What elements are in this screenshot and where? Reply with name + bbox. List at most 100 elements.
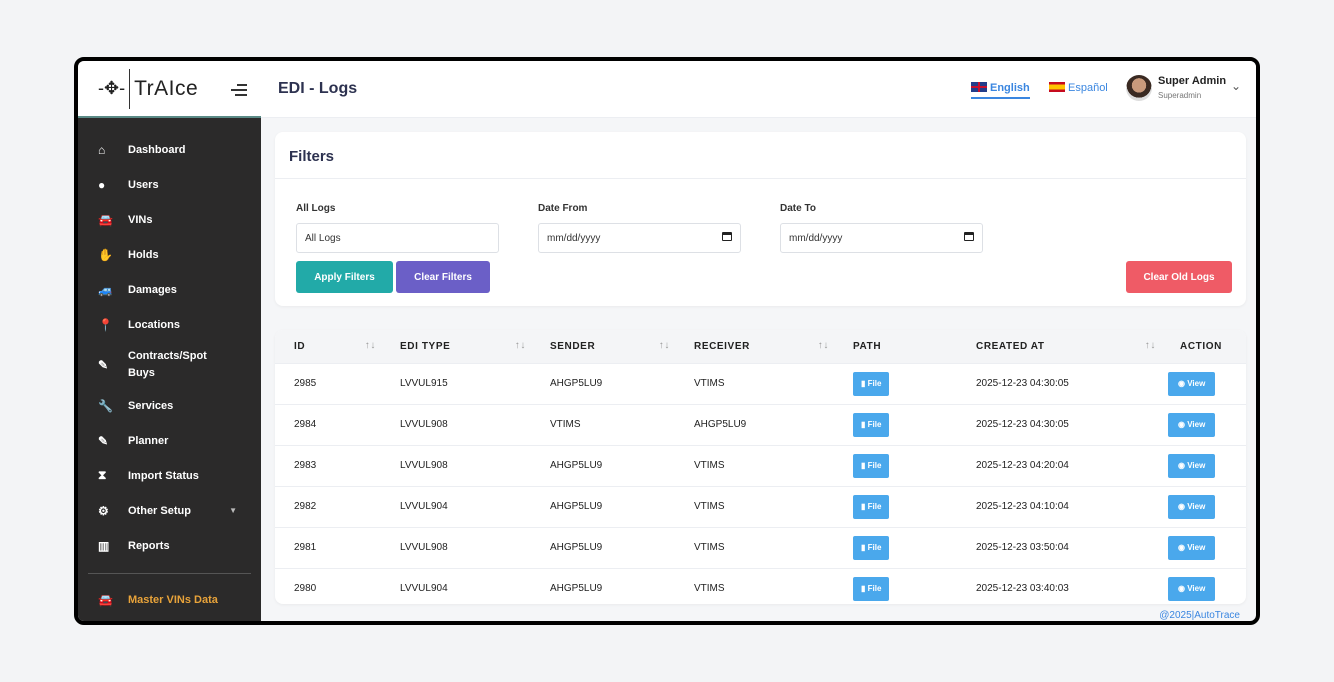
file-button[interactable]: ▮ File: [853, 453, 890, 478]
calendar-icon[interactable]: [722, 232, 732, 241]
user-icon: ●: [98, 177, 106, 192]
sidebar-item-reports[interactable]: ▥ Reports: [78, 528, 261, 563]
cell-edi-type: LVVUL908: [388, 444, 538, 486]
column-header-created-at[interactable]: CREATED AT ↑↓: [964, 330, 1168, 363]
sidebar-item-dashboard[interactable]: ⌂ Dashboard: [78, 132, 261, 167]
apply-filters-button[interactable]: Apply Filters: [296, 261, 393, 293]
file-button[interactable]: ▮ File: [853, 412, 890, 437]
cell-id: 2982: [275, 485, 388, 527]
sidebar-item-other-setup[interactable]: ⚙ Other Setup ▼: [78, 493, 261, 528]
cell-edi-type: LVVUL908: [388, 526, 538, 568]
page-title: EDI - Logs: [278, 80, 358, 97]
column-label: EDI TYPE: [400, 340, 451, 352]
column-label: PATH: [853, 340, 882, 352]
view-button[interactable]: ◉ View: [1168, 494, 1216, 519]
sidebar-item-label: Import Status: [128, 469, 199, 482]
file-icon: ▮: [861, 461, 866, 470]
file-button[interactable]: ▮ File: [853, 371, 890, 396]
eye-icon: ◉: [1178, 502, 1185, 511]
cell-created-at: 2025-12-23 04:30:05: [964, 403, 1168, 445]
column-label: CREATED AT: [976, 340, 1045, 352]
sort-icon[interactable]: ↑↓: [514, 340, 526, 351]
sidebar-item-services[interactable]: 🔧 Services: [78, 388, 261, 423]
sidebar-item-users[interactable]: ● Users: [78, 167, 261, 202]
filters-title: Filters: [275, 132, 1246, 179]
file-label: File: [867, 502, 882, 511]
table-row: 2983 LVVUL908 AHGP5LU9 VTIMS ▮ File 2025…: [275, 444, 1246, 486]
view-button[interactable]: ◉ View: [1168, 576, 1216, 601]
cell-id: 2980: [275, 567, 388, 604]
sidebar-item-label: Reports: [128, 539, 170, 552]
sidebar-item-damages[interactable]: 🚙 Damages: [78, 272, 261, 307]
sort-icon[interactable]: ↑↓: [817, 340, 829, 351]
sidebar-item-holds[interactable]: ✋ Holds: [78, 237, 261, 272]
file-icon: ▮: [861, 584, 866, 594]
wrench-icon: 🔧: [98, 398, 113, 413]
file-label: File: [867, 420, 882, 429]
filters-card: Filters All Logs All Logs Date From mm/d…: [275, 132, 1246, 306]
table-row: 2985 LVVUL915 AHGP5LU9 VTIMS ▮ File 2025…: [275, 362, 1246, 404]
cell-receiver: VTIMS: [682, 526, 841, 568]
column-header-sender[interactable]: SENDER ↑↓: [538, 330, 682, 363]
clear-filters-button[interactable]: Clear Filters: [396, 261, 490, 293]
column-header-path[interactable]: PATH: [841, 330, 964, 363]
sidebar-item-label: VINs: [128, 213, 153, 226]
language-english[interactable]: English: [971, 82, 1030, 99]
file-button[interactable]: ▮ File: [853, 535, 890, 560]
sidebar-item-label: Other Setup: [128, 504, 191, 517]
car-icon: 🚘: [98, 212, 113, 227]
cell-sender: AHGP5LU9: [538, 444, 682, 486]
menu-toggle-icon[interactable]: [231, 81, 247, 96]
car-crash-icon: 🚙: [98, 282, 113, 297]
user-name: Super Admin: [1158, 75, 1227, 87]
sidebar-item-contracts-spot-buys[interactable]: ✎ Contracts/Spot Buys: [78, 342, 261, 388]
cell-id: 2983: [275, 444, 388, 486]
chevron-down-icon[interactable]: ⌄: [1231, 79, 1242, 93]
sort-icon[interactable]: ↑↓: [364, 340, 376, 351]
view-button[interactable]: ◉ View: [1168, 535, 1216, 560]
clear-old-logs-button[interactable]: Clear Old Logs: [1126, 261, 1232, 293]
all-logs-select[interactable]: All Logs: [296, 223, 499, 253]
view-button[interactable]: ◉ View: [1168, 412, 1216, 437]
sidebar-item-label: Planner: [128, 434, 169, 447]
sidebar-item-label: Master VINs Data: [128, 593, 218, 606]
cell-edi-type: LVVUL904: [388, 567, 538, 604]
column-header-edi-type[interactable]: EDI TYPE ↑↓: [388, 330, 538, 363]
sidebar-item-locations[interactable]: 📍 Locations: [78, 307, 261, 342]
cell-edi-type: LVVUL904: [388, 485, 538, 527]
view-button[interactable]: ◉ View: [1168, 453, 1216, 478]
file-label: File: [867, 543, 882, 552]
sidebar-item-label: Services: [128, 399, 174, 412]
column-header-receiver[interactable]: RECEIVER ↑↓: [682, 330, 841, 363]
table-row: 2982 LVVUL904 AHGP5LU9 VTIMS ▮ File 2025…: [275, 485, 1246, 527]
column-header-action[interactable]: ACTION: [1168, 330, 1246, 363]
date-from-input[interactable]: mm/dd/yyyy: [538, 223, 741, 253]
language-spanish[interactable]: Español: [1049, 82, 1108, 97]
sort-icon[interactable]: ↑↓: [658, 340, 670, 351]
car-icon: 🚘: [98, 592, 113, 607]
file-label: File: [867, 461, 882, 470]
sidebar-item-master-vins-data[interactable]: 🚘 Master VINs Data: [78, 582, 261, 617]
date-from-placeholder: mm/dd/yyyy: [547, 233, 601, 244]
map-pin-icon: 📍: [98, 317, 113, 332]
cell-created-at: 2025-12-23 04:30:05: [964, 362, 1168, 404]
sidebar-item-planner[interactable]: ✎ Planner: [78, 423, 261, 458]
sort-icon[interactable]: ↑↓: [1144, 340, 1156, 351]
calendar-icon[interactable]: [964, 232, 974, 241]
cell-edi-type: LVVUL915: [388, 362, 538, 404]
column-header-id[interactable]: ID ↑↓: [275, 330, 388, 363]
sidebar-divider: [88, 573, 251, 574]
cell-sender: AHGP5LU9: [538, 485, 682, 527]
view-button[interactable]: ◉ View: [1168, 371, 1216, 396]
cell-receiver: VTIMS: [682, 567, 841, 604]
avatar[interactable]: [1126, 75, 1152, 101]
file-button[interactable]: ▮ File: [853, 576, 890, 601]
date-to-input[interactable]: mm/dd/yyyy: [780, 223, 983, 253]
cell-receiver: VTIMS: [682, 362, 841, 404]
eye-icon: ◉: [1178, 461, 1185, 470]
sidebar-item-vins[interactable]: 🚘 VINs: [78, 202, 261, 237]
cell-id: 2984: [275, 403, 388, 445]
file-button[interactable]: ▮ File: [853, 494, 890, 519]
cell-sender: AHGP5LU9: [538, 526, 682, 568]
sidebar-item-import-status[interactable]: ⧗ Import Status: [78, 458, 261, 493]
